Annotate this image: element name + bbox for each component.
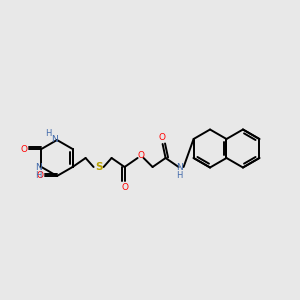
Text: O: O: [121, 182, 128, 191]
Text: H: H: [45, 130, 51, 139]
Text: O: O: [37, 172, 44, 181]
Text: O: O: [158, 134, 165, 142]
Text: O: O: [21, 145, 28, 154]
Text: N: N: [176, 164, 183, 172]
Text: S: S: [95, 162, 102, 172]
Text: H: H: [35, 170, 42, 179]
Text: O: O: [137, 151, 144, 160]
Text: H: H: [176, 170, 183, 179]
Text: N: N: [35, 164, 42, 172]
Text: N: N: [51, 134, 57, 143]
